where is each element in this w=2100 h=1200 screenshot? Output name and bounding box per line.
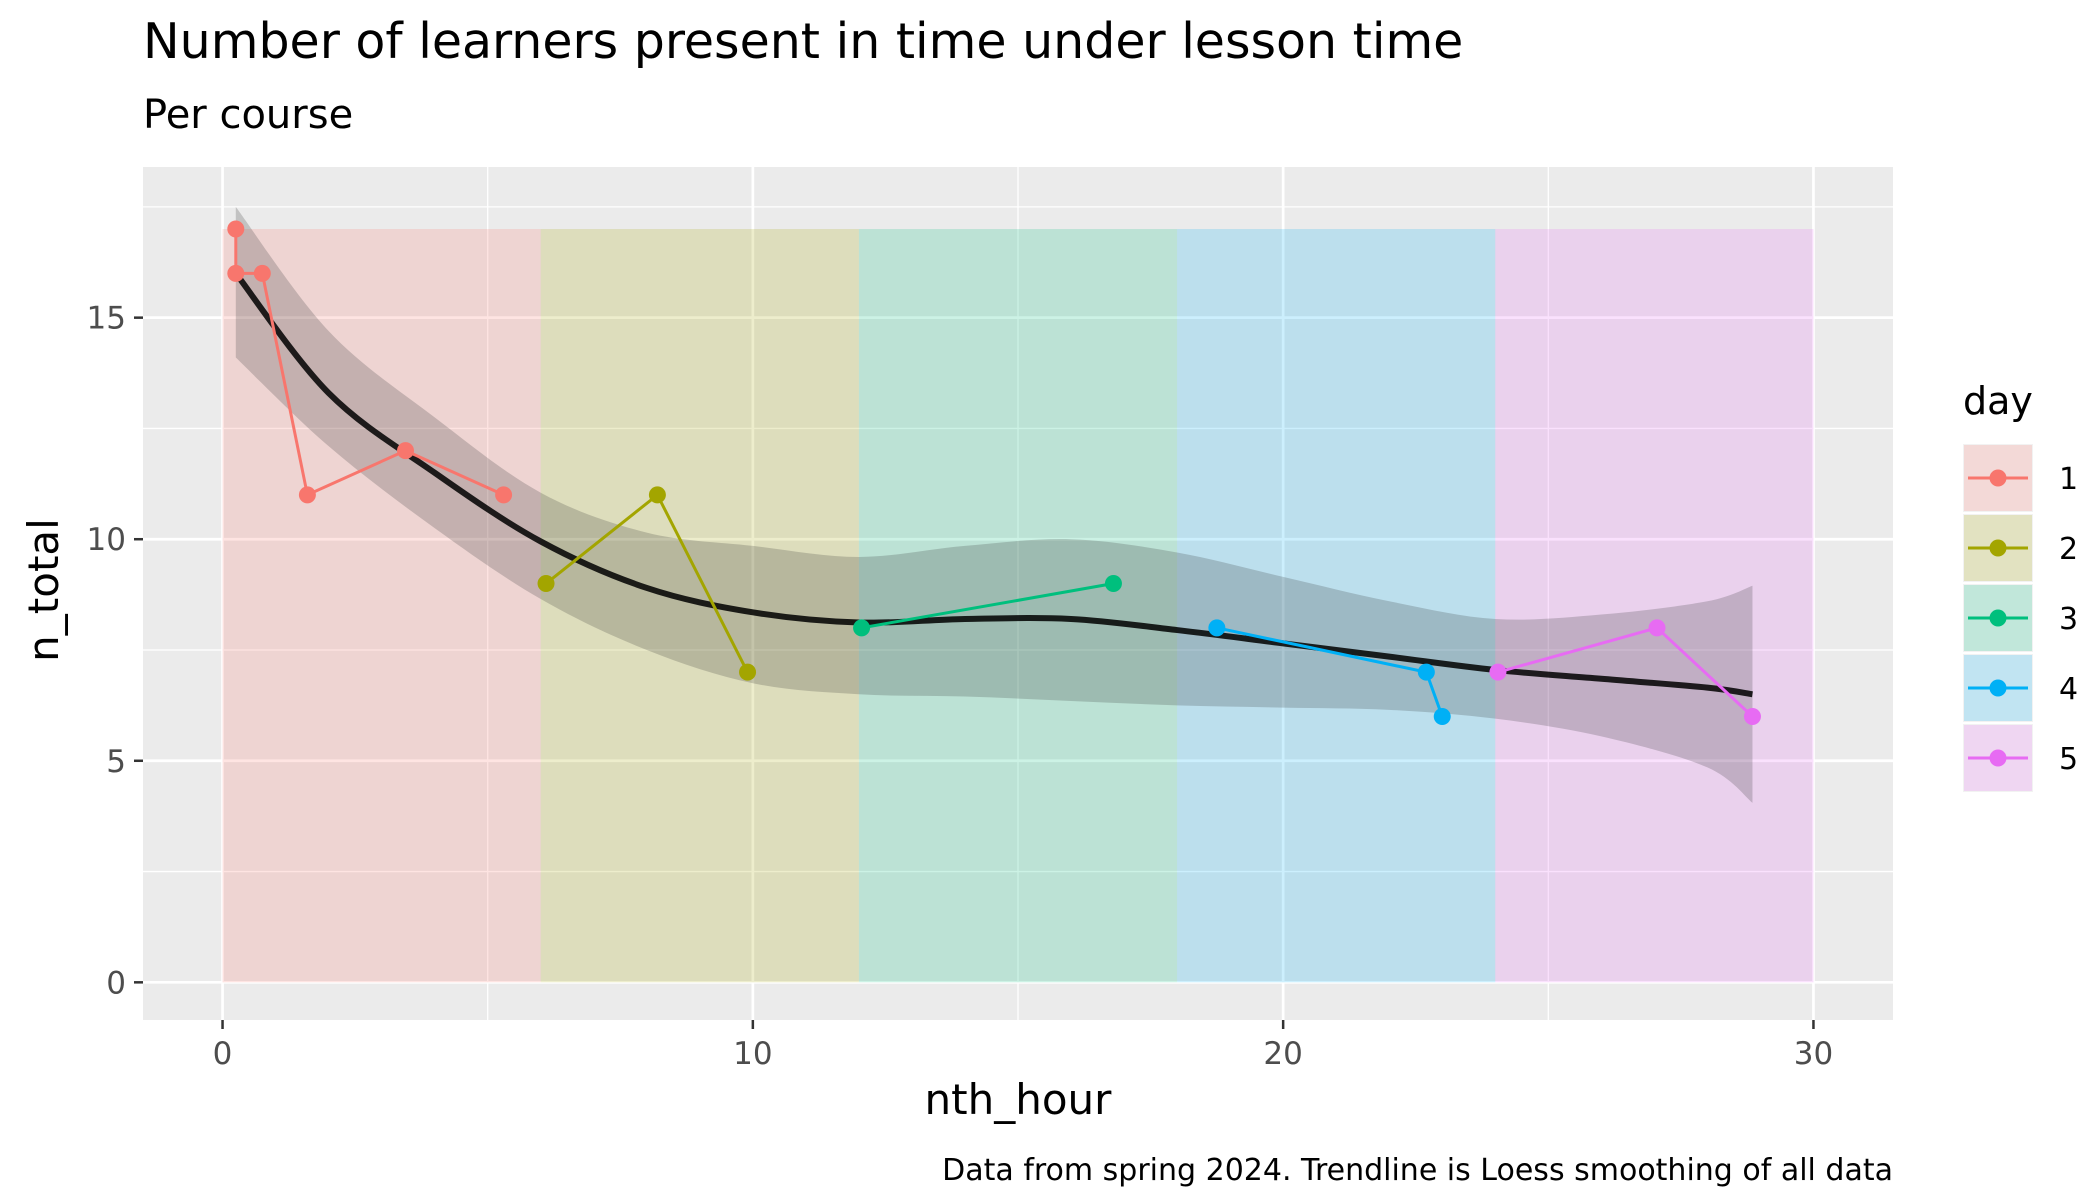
data-point-day-2	[648, 486, 666, 504]
series-group	[227, 220, 1761, 725]
data-point-day-5	[1489, 663, 1507, 681]
chart-title: Number of learners present in time under…	[143, 13, 1463, 70]
data-point-day-4	[1208, 619, 1226, 637]
day-band-1	[222, 229, 541, 983]
legend-key-point-2	[1989, 539, 2007, 557]
day-band-3	[858, 229, 1178, 983]
axes: 0 10 20 30 0 5 10 15	[87, 301, 1834, 1072]
data-point-day-1	[495, 486, 513, 504]
y-tick-label: 15	[87, 301, 126, 337]
legend-label-2: 2	[2059, 532, 2078, 567]
legend-label-4: 4	[2059, 672, 2078, 707]
legend-label-3: 3	[2059, 602, 2078, 637]
legend-label-1: 1	[2059, 462, 2078, 497]
legend-key-point-5	[1989, 749, 2007, 767]
data-point-day-2	[537, 575, 555, 593]
legend-key-point-1	[1989, 469, 2007, 487]
y-tick-label: 10	[87, 522, 126, 558]
trend-line-group	[233, 271, 1753, 698]
x-tick-label: 30	[1794, 1036, 1833, 1072]
y-tick-label: 0	[106, 965, 126, 1001]
legend-key-point-3	[1989, 609, 2007, 627]
data-point-day-3	[1104, 575, 1122, 593]
day-bands	[222, 229, 1814, 983]
series-line-day-3	[861, 582, 1114, 630]
data-point-day-1	[253, 264, 271, 282]
data-point-day-1	[227, 264, 245, 282]
day-band-2	[540, 229, 859, 983]
y-axis-title: n_total	[19, 518, 68, 662]
data-point-day-2	[739, 663, 757, 681]
trend-line	[233, 271, 1753, 698]
data-point-day-1	[397, 442, 414, 460]
chart-caption: Data from spring 2024. Trendline is Loes…	[942, 1153, 1893, 1188]
data-point-day-5	[1743, 707, 1761, 725]
data-point-day-4	[1417, 663, 1435, 681]
grid-minor	[143, 167, 1893, 1020]
legend-title: day	[1963, 379, 2033, 423]
data-point-day-1	[227, 220, 245, 238]
y-tick-label: 5	[106, 744, 126, 780]
x-axis-title: nth_hour	[925, 1075, 1113, 1124]
grid-major	[143, 167, 1893, 1020]
legend: 1 2 3 4 5	[1963, 444, 2078, 792]
data-point-day-1	[298, 486, 316, 504]
day-band-4	[1177, 229, 1496, 983]
legend-label-5: 5	[2059, 742, 2078, 777]
chart-subtitle: Per course	[143, 92, 353, 138]
data-point-day-5	[1648, 619, 1666, 637]
data-point-day-4	[1433, 707, 1451, 725]
x-tick-label: 10	[733, 1036, 772, 1072]
x-tick-label: 20	[1263, 1036, 1302, 1072]
data-point-day-3	[853, 619, 871, 637]
day-band-5	[1495, 229, 1814, 983]
legend-key-point-4	[1989, 679, 2007, 697]
x-tick-label: 0	[213, 1036, 233, 1072]
